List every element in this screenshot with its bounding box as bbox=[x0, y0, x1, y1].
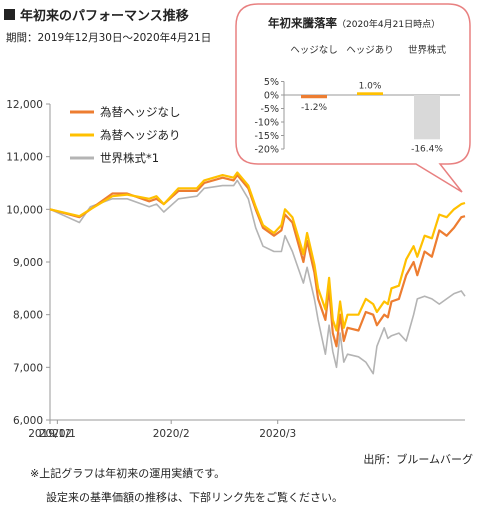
bar-data-label-2: 1.0% bbox=[359, 81, 382, 91]
source-text: 出所：ブルームバーグ bbox=[363, 453, 473, 466]
series-line-3 bbox=[49, 179, 466, 375]
y-tick-label: 8,000 bbox=[13, 310, 43, 322]
bar-chart-title: 年初来騰落率（2020年4月21日時点） bbox=[268, 16, 440, 30]
x-tick-label: 2020/3 bbox=[259, 428, 296, 440]
note-line-2: 設定来の基準価額の推移は、下部リンク先をご覧ください。 bbox=[46, 491, 343, 504]
bar-y-tick-label: -15% bbox=[254, 131, 279, 142]
period-text: 期間：2019年12月30日～2020年4月21日 bbox=[6, 32, 212, 44]
y-tick-label: 11,000 bbox=[6, 152, 43, 164]
bar-3 bbox=[414, 95, 440, 140]
page-title: 年初来のパフォーマンス推移 bbox=[20, 8, 189, 24]
bar-data-label-3: -16.4% bbox=[411, 144, 443, 154]
bar-y-tick-label: -5% bbox=[261, 104, 280, 115]
performance-bar-chart: 年初来騰落率（2020年4月21日時点） 5% 0% -5% -10% -15% -20% ヘ… bbox=[254, 16, 460, 156]
bar-y-tick-label: 0% bbox=[264, 91, 279, 102]
y-tick-label: 7,000 bbox=[13, 362, 43, 374]
bar-chart-subtitle: （2020年4月21日時点） bbox=[337, 18, 440, 30]
bar-category-label-3: 世界株式 bbox=[408, 44, 447, 56]
callout-bubble bbox=[235, 3, 471, 193]
x-tick-label: 2020/2 bbox=[153, 428, 190, 440]
y-tick-label: 6,000 bbox=[13, 415, 43, 427]
title-square-icon bbox=[4, 8, 15, 20]
title-row: 年初来のパフォーマンス推移 bbox=[4, 4, 189, 24]
legend-label-3: 世界株式*1 bbox=[100, 151, 159, 165]
bar-2 bbox=[357, 92, 383, 95]
y-tick-label: 12,000 bbox=[6, 99, 43, 111]
bar-y-tick-label: 5% bbox=[264, 77, 279, 88]
note-line-1: ※上記グラフは年初来の運用実績です。 bbox=[30, 467, 226, 480]
y-tick-label: 9,000 bbox=[13, 257, 43, 269]
legend-label-1: 為替ヘッジなし bbox=[100, 105, 181, 119]
bar-category-label-2: ヘッジあり bbox=[346, 45, 394, 56]
series-line-2 bbox=[49, 171, 466, 332]
bar-y-tick-label: -20% bbox=[254, 145, 279, 156]
bar-y-tick-label: -10% bbox=[254, 118, 279, 129]
bar-data-label-1: -1.2% bbox=[301, 103, 328, 113]
bar-1 bbox=[301, 95, 327, 99]
bar-category-label-1: ヘッジなし bbox=[290, 45, 338, 56]
x-tick-label: 2020/1 bbox=[39, 428, 76, 440]
bar-chart-title-main: 年初来騰落率 bbox=[268, 16, 337, 30]
y-tick-label: 10,000 bbox=[6, 204, 43, 216]
series-line-1 bbox=[49, 174, 466, 348]
legend-label-2: 為替ヘッジあり bbox=[100, 128, 181, 142]
x-tick-label: 2019/12 bbox=[28, 428, 72, 440]
